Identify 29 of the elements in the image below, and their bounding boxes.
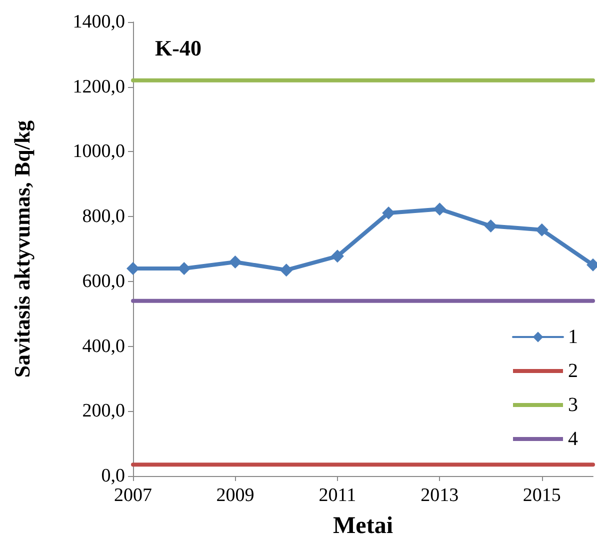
legend-label: 3	[568, 394, 578, 416]
point	[433, 202, 446, 216]
x-tick-label: 2011	[318, 485, 356, 506]
point	[330, 250, 344, 263]
legend-label: 4	[568, 428, 578, 450]
y-tick-label: 1400,0	[72, 12, 125, 32]
y-tick-label: 0,0	[101, 466, 125, 486]
x-tick-label: 2009	[216, 485, 254, 506]
x-tick-label: 2007	[114, 485, 152, 506]
x-tick-label: 2015	[522, 485, 561, 506]
x-axis-title: Metai	[333, 513, 394, 539]
x-tick-label: 2013	[420, 485, 459, 506]
y-tick-label: 600,0	[82, 270, 125, 292]
y-tick-label: 800,0	[82, 206, 125, 228]
y-tick-label: 200,0	[82, 400, 125, 422]
y-tick-label: 1000,0	[72, 141, 125, 162]
point	[280, 264, 293, 277]
y-axis-title: Savitasis aktyvumas, Bq/kg	[10, 120, 34, 378]
point	[228, 255, 242, 268]
point	[535, 223, 548, 236]
legend-label: 1	[568, 326, 578, 348]
point	[178, 262, 191, 275]
y-tick-label: 1200,0	[72, 76, 125, 98]
point	[126, 262, 140, 275]
point	[484, 219, 498, 232]
text: K-40	[155, 36, 202, 60]
legend-label: 2	[568, 360, 578, 382]
y-tick-label: 400,0	[82, 336, 125, 357]
point	[382, 206, 396, 220]
